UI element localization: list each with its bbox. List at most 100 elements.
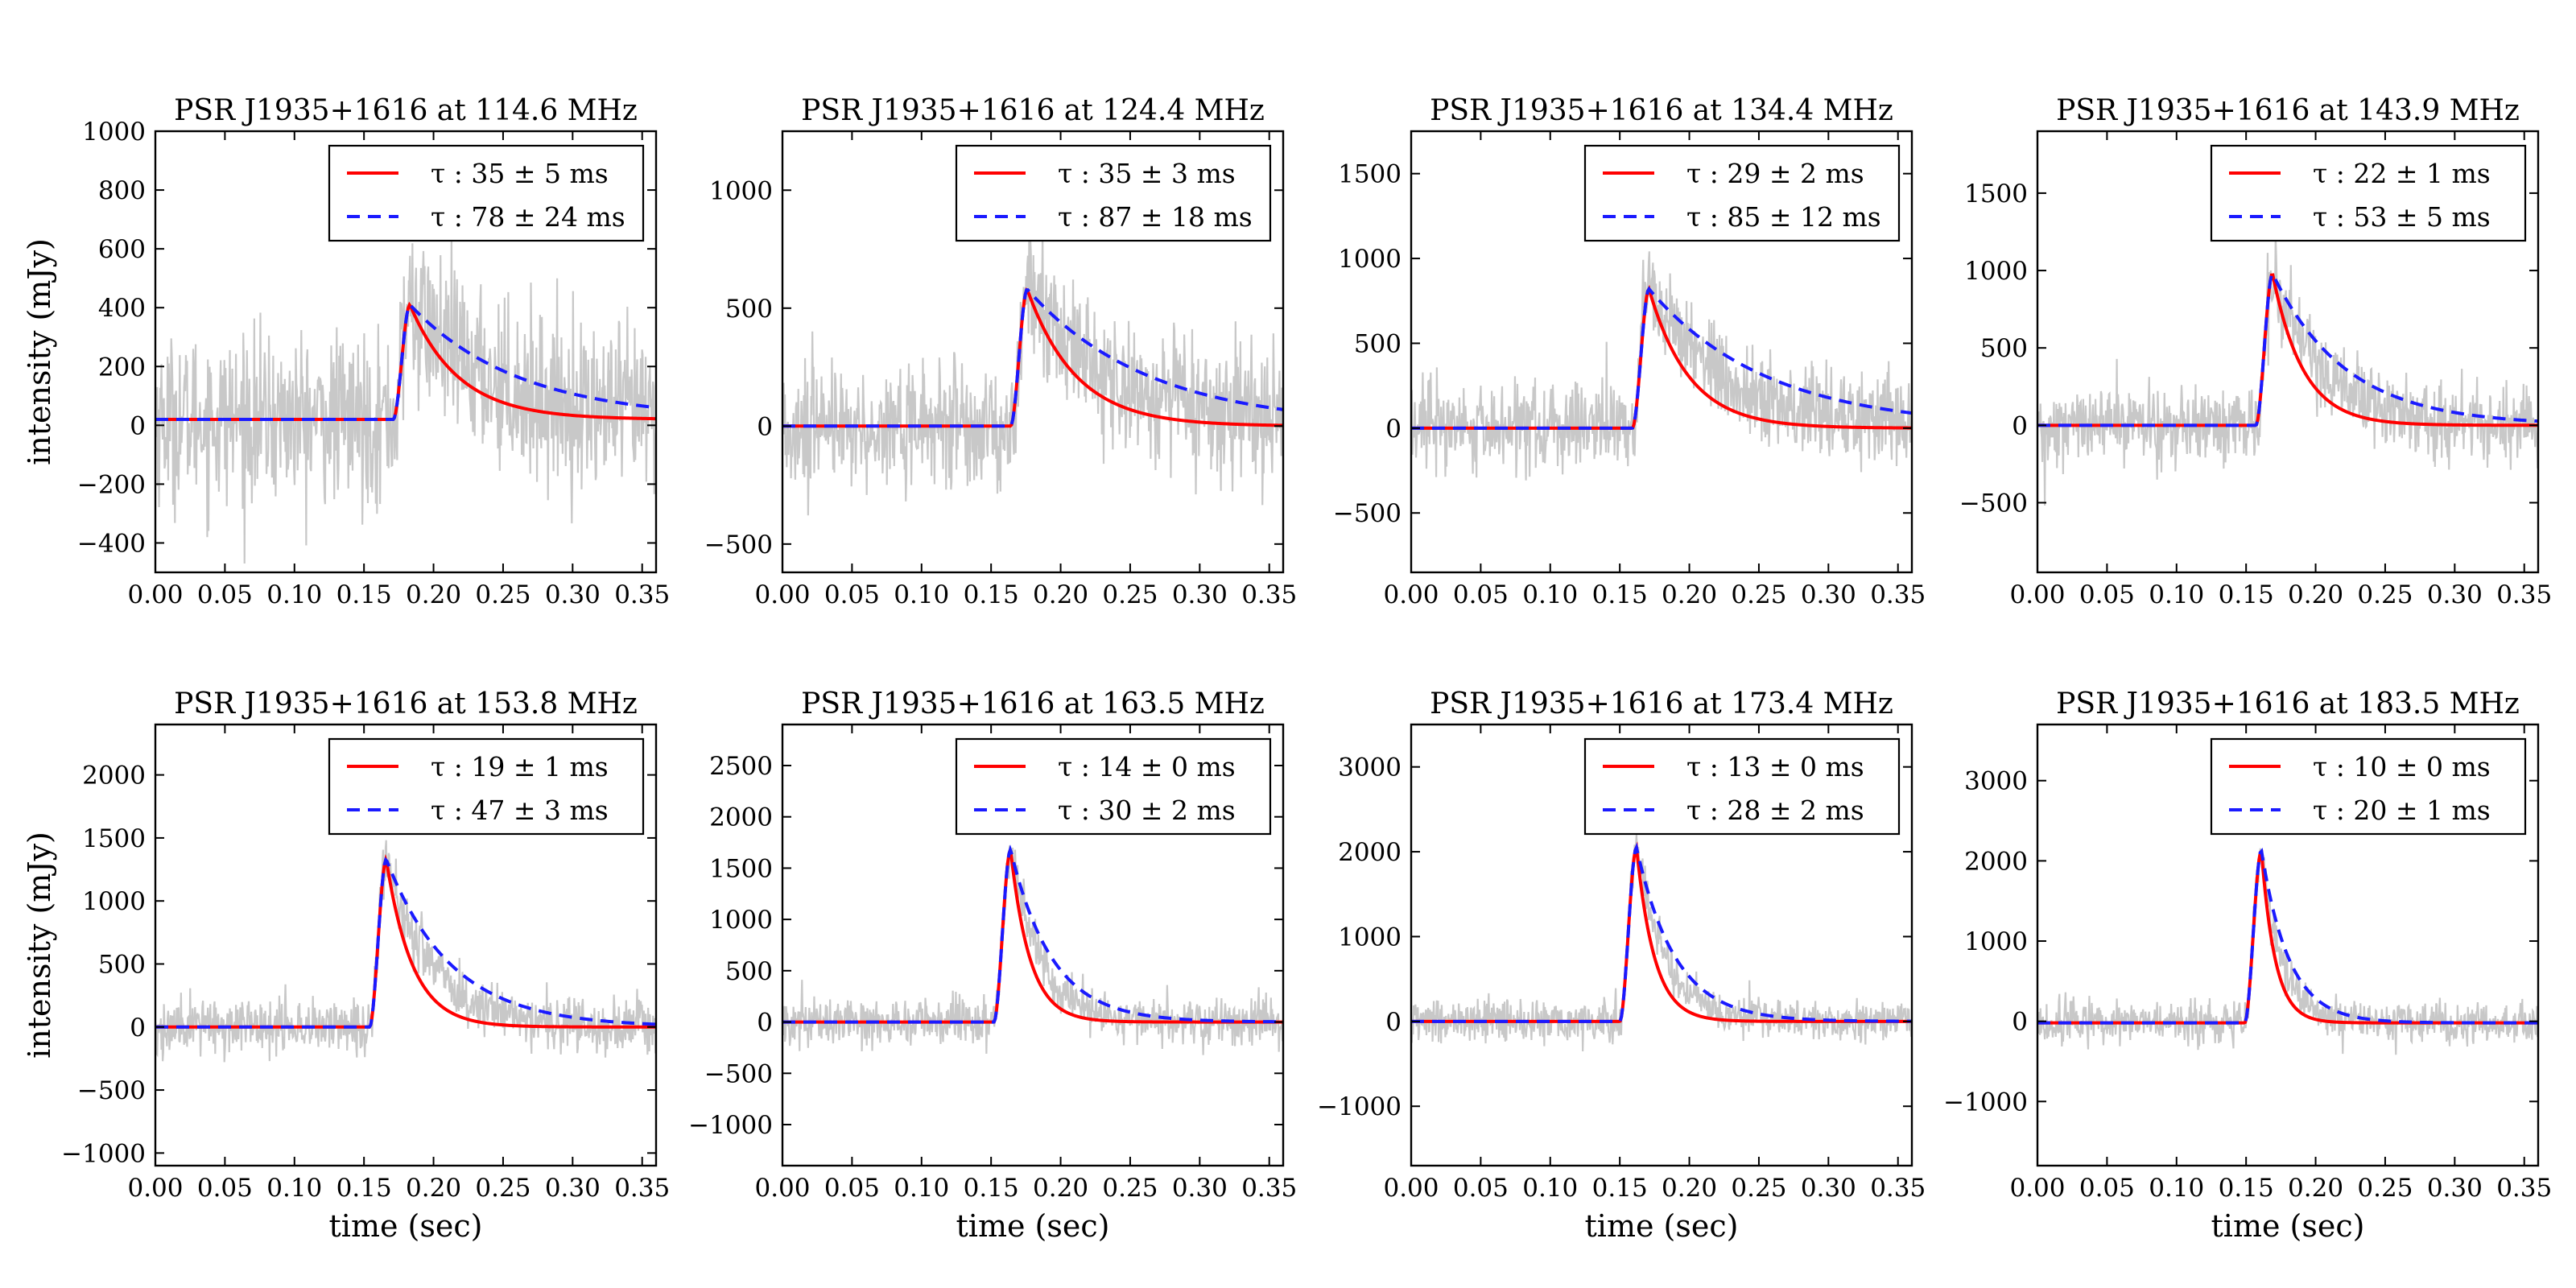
plot-area xyxy=(2037,848,2538,1055)
fit-line-blue xyxy=(2037,848,2538,1025)
x-tick-label: 0.30 xyxy=(1801,580,1856,609)
fit-line-blue xyxy=(155,303,656,422)
data-trace xyxy=(1411,251,1912,481)
x-tick-label: 0.25 xyxy=(1102,580,1158,609)
x-axis-label: time (sec) xyxy=(2211,1208,2365,1244)
axes-frame xyxy=(1410,130,1913,574)
fit-line-red xyxy=(1411,841,1912,1023)
legend-label: τ : 20 ± 1 ms xyxy=(2313,795,2491,826)
y-axis-label: intensity (mJy) xyxy=(22,832,57,1059)
y-tick-label: 1000 xyxy=(1964,927,2028,956)
chart-title: PSR J1935+1616 at 153.8 MHz xyxy=(174,687,638,720)
y-tick-label: 800 xyxy=(98,176,146,205)
legend-label: τ : 53 ± 5 ms xyxy=(2313,201,2491,233)
x-tick-label: 0.10 xyxy=(2149,580,2204,609)
x-axis-label: time (sec) xyxy=(1585,1208,1739,1244)
chart-panel: 0.00 0.05 0.10 0.15 0.20 0.25 0.30 0.35 −400 −200… xyxy=(22,94,670,609)
chart-title: PSR J1935+1616 at 173.4 MHz xyxy=(1430,687,1893,720)
x-tick-label: 0.35 xyxy=(1870,580,1926,609)
y-tick-label: −1000 xyxy=(1317,1092,1402,1121)
fit-line-red xyxy=(1411,284,1912,430)
y-tick-label: 1000 xyxy=(82,118,146,147)
legend-box xyxy=(328,144,645,242)
y-tick-label: 500 xyxy=(725,295,773,324)
y-tick-label: 2000 xyxy=(1964,847,2028,876)
x-tick-label: 0.25 xyxy=(2357,1174,2413,1203)
x-tick-label: 0.20 xyxy=(1662,1174,1717,1203)
x-tick-label: 0.05 xyxy=(197,1174,253,1203)
legend: τ : 29 ± 2 ms τ : 85 ± 12 ms xyxy=(1583,144,1901,242)
fit-line-red xyxy=(2037,273,2538,427)
legend-label: τ : 35 ± 3 ms xyxy=(1058,158,1236,189)
chart-panel: 0.00 0.05 0.10 0.15 0.20 0.25 0.30 0.35 −1000 −50… xyxy=(22,687,670,1244)
fit-line-blue xyxy=(1411,842,1912,1023)
x-tick-label: 0.35 xyxy=(2496,1174,2552,1203)
x-tick-label: 0.25 xyxy=(1102,1174,1158,1203)
x-tick-label: 0.35 xyxy=(614,580,670,609)
axes-frame xyxy=(154,723,658,1167)
x-tick-label: 0.25 xyxy=(475,1174,530,1203)
chart-title: PSR J1935+1616 at 143.9 MHz xyxy=(2056,94,2520,127)
x-tick-label: 0.30 xyxy=(1801,1174,1856,1203)
chart-title: PSR J1935+1616 at 134.4 MHz xyxy=(1430,94,1893,127)
chart-title: PSR J1935+1616 at 183.5 MHz xyxy=(2056,687,2520,720)
x-tick-label: 0.05 xyxy=(1453,1174,1509,1203)
legend: τ : 35 ± 3 ms τ : 87 ± 18 ms xyxy=(955,144,1272,242)
y-tick-label: 0 xyxy=(130,1013,146,1042)
x-tick-label: 0.35 xyxy=(1870,1174,1926,1203)
legend-box xyxy=(2210,737,2527,836)
legend-label: τ : 13 ± 0 ms xyxy=(1686,751,1864,782)
legend-box xyxy=(2210,144,2527,242)
legend-label: τ : 28 ± 2 ms xyxy=(1686,795,1864,826)
chart-panel: 0.00 0.05 0.10 0.15 0.20 0.25 0.30 0.35 −500 0 500… xyxy=(1333,94,1926,609)
plot-area xyxy=(1411,835,1912,1051)
y-tick-label: 0 xyxy=(2012,411,2028,440)
x-tick-label: 0.35 xyxy=(1241,1174,1297,1203)
y-tick-label: −1000 xyxy=(688,1111,773,1140)
legend-label: τ : 22 ± 1 ms xyxy=(2313,158,2491,189)
x-tick-label: 0.30 xyxy=(2427,580,2483,609)
x-tick-label: 0.20 xyxy=(1662,580,1717,609)
x-tick-label: 0.00 xyxy=(1383,1174,1439,1203)
x-tick-label: 0.05 xyxy=(197,580,253,609)
legend-box xyxy=(1583,737,1901,836)
plot-area xyxy=(155,840,656,1063)
y-tick-label: 0 xyxy=(130,411,146,440)
x-tick-label: 0.35 xyxy=(614,1174,670,1203)
y-tick-label: 0 xyxy=(757,412,773,441)
legend-label: τ : 47 ± 3 ms xyxy=(431,795,609,826)
legend-label: τ : 85 ± 12 ms xyxy=(1686,201,1881,233)
y-tick-label: 500 xyxy=(98,950,146,979)
axes-frame xyxy=(2036,723,2540,1167)
legend: τ : 13 ± 0 ms τ : 28 ± 2 ms xyxy=(1583,737,1901,836)
y-tick-label: 0 xyxy=(1385,415,1402,444)
data-trace xyxy=(782,231,1283,516)
plot-area xyxy=(782,231,1283,516)
x-tick-label: 0.20 xyxy=(2288,1174,2343,1203)
x-tick-label: 0.25 xyxy=(1731,1174,1786,1203)
y-tick-label: 2000 xyxy=(82,762,146,791)
x-tick-label: 0.30 xyxy=(545,1174,601,1203)
plot-area xyxy=(1411,251,1912,481)
data-trace xyxy=(155,229,656,564)
x-tick-label: 0.05 xyxy=(1453,580,1509,609)
plot-area xyxy=(782,844,1283,1055)
x-tick-label: 0.20 xyxy=(2288,580,2343,609)
x-axis-label: time (sec) xyxy=(329,1208,483,1244)
axes-frame xyxy=(781,723,1285,1167)
plot-area xyxy=(155,229,656,564)
x-tick-label: 0.00 xyxy=(1383,580,1439,609)
y-tick-label: −400 xyxy=(77,529,146,558)
legend-label: τ : 78 ± 24 ms xyxy=(431,201,625,233)
fit-line-red xyxy=(2037,849,2538,1025)
x-tick-label: 0.25 xyxy=(475,580,530,609)
legend-label: τ : 14 ± 0 ms xyxy=(1058,751,1236,782)
plot-area xyxy=(2037,235,2538,506)
y-tick-label: 3000 xyxy=(1964,767,2028,796)
legend-label: τ : 30 ± 2 ms xyxy=(1058,795,1236,826)
legend-label: τ : 29 ± 2 ms xyxy=(1686,158,1864,189)
chart-panel: 0.00 0.05 0.10 0.15 0.20 0.25 0.30 0.35 −1000 0 10… xyxy=(1317,687,1926,1244)
legend: τ : 10 ± 0 ms τ : 20 ± 1 ms xyxy=(2210,737,2527,836)
x-tick-label: 0.00 xyxy=(127,1174,183,1203)
y-tick-label: 3000 xyxy=(1338,753,1402,782)
